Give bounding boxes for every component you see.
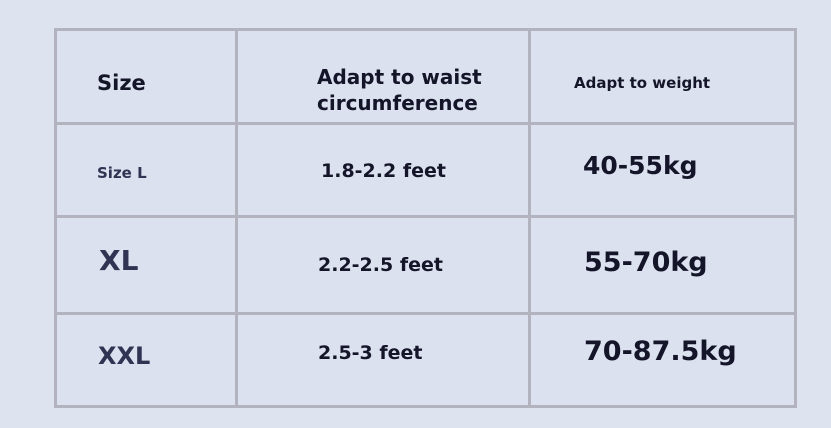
row-size: XL <box>99 244 139 277</box>
row-size: XXL <box>98 342 151 370</box>
size-chart-table: Size Adapt to waist circumference Adapt … <box>54 28 797 408</box>
row-weight: 55-70kg <box>584 247 708 278</box>
row-waist: 2.5-3 feet <box>318 342 423 364</box>
row-waist: 1.8-2.2 feet <box>321 160 446 182</box>
header-waist-line1: Adapt to waist <box>317 65 482 89</box>
header-size: Size <box>97 71 146 95</box>
column-divider <box>235 31 238 405</box>
row-divider <box>57 122 794 125</box>
column-divider <box>528 31 531 405</box>
row-weight: 70-87.5kg <box>584 336 737 367</box>
row-divider <box>57 312 794 315</box>
row-waist: 2.2-2.5 feet <box>318 254 443 276</box>
header-weight: Adapt to weight <box>574 74 711 92</box>
row-weight: 40-55kg <box>583 151 698 180</box>
row-size: Size L <box>97 164 147 182</box>
row-divider <box>57 215 794 218</box>
header-waist-line2: circumference <box>317 91 478 115</box>
